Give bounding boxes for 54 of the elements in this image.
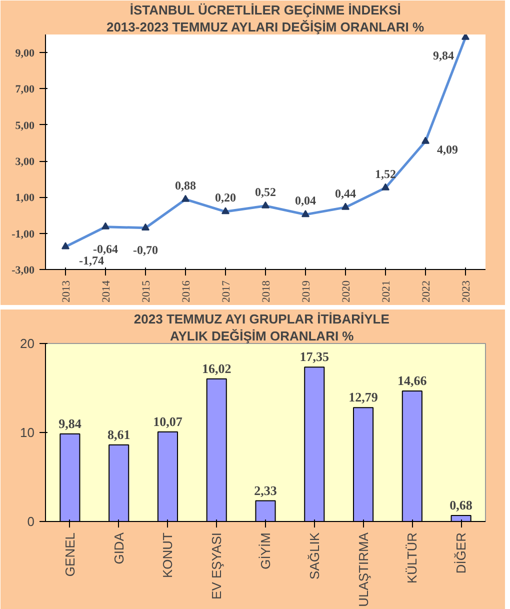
data-label: -0,64 — [93, 242, 118, 256]
x-tick-label: SAĞLIK — [306, 532, 322, 580]
data-label: 0,52 — [255, 184, 276, 199]
data-label: -0,70 — [133, 242, 158, 257]
y-tick-label: 1,00 — [15, 192, 35, 204]
y-tick-label: 3,00 — [15, 156, 35, 168]
x-tick-label: GENEL — [62, 532, 78, 577]
y-tick-label: 20 — [20, 336, 35, 351]
x-tick-label: 2018 — [260, 280, 272, 302]
x-tick-label: GIDA — [111, 532, 126, 564]
x-tick-label: GİYİM — [258, 532, 273, 570]
data-label: 0,20 — [215, 190, 236, 205]
x-tick-label: 2020 — [340, 280, 352, 302]
data-label: 10,07 — [153, 414, 183, 429]
chart-title: 2023 TEMMUZ AYI GRUPLAR İTİBARİYLE — [134, 312, 390, 326]
data-label: 2,33 — [254, 482, 278, 498]
x-tick-label: KÜLTÜR — [404, 532, 420, 584]
data-label: 9,84 — [433, 48, 454, 62]
x-tick-label: 2014 — [100, 280, 112, 302]
y-tick-label: 7,00 — [15, 84, 35, 96]
y-tick-label: 5,00 — [15, 120, 35, 132]
chart-title: İSTANBUL ÜCRETLİLER GEÇİNME İNDEKSİ — [130, 2, 401, 18]
y-tick-label: -1,00 — [12, 228, 35, 240]
x-tick-label: KONUT — [160, 532, 176, 578]
data-label: 16,02 — [202, 360, 232, 376]
x-tick-label: 2019 — [300, 280, 312, 302]
chart-subtitle: 2013-2023 TEMMUZ AYLARI DEĞİŞİM ORANLARI % — [106, 20, 424, 34]
data-label: 17,35 — [300, 349, 330, 364]
x-tick-label: 2015 — [140, 280, 152, 302]
x-tick-label: 2023 — [460, 280, 472, 302]
data-label: 4,09 — [437, 142, 458, 156]
x-tick-label: 2017 — [220, 280, 232, 302]
data-label: 0,68 — [450, 497, 473, 512]
x-tick-label: 2021 — [380, 280, 392, 302]
x-tick-label: ULAŞTIRMA — [356, 532, 371, 607]
x-tick-label: 2013 — [60, 280, 72, 302]
data-label: 1,52 — [375, 166, 396, 181]
data-label: 9,84 — [58, 416, 82, 431]
x-tick-label: 2016 — [180, 280, 192, 302]
data-label: 12,79 — [348, 390, 378, 405]
data-label: 0,88 — [175, 178, 196, 192]
y-tick-label: -3,00 — [12, 264, 35, 276]
x-tick-label: EV EŞYASI — [209, 532, 224, 600]
data-label: 8,61 — [107, 426, 130, 442]
y-tick-label: 9,00 — [15, 48, 35, 60]
x-tick-label: DİĞER — [454, 532, 469, 574]
x-tick-label: 2022 — [420, 280, 432, 302]
y-tick-label: 10 — [20, 425, 35, 440]
chart-subtitle: AYLIK DEĞİŞİM ORANLARI % — [170, 328, 354, 344]
data-label: 0,04 — [295, 194, 316, 208]
y-tick-label: 0 — [27, 514, 35, 529]
data-label: 0,44 — [335, 186, 356, 200]
data-label: -1,74 — [79, 254, 104, 268]
data-label: 14,66 — [398, 373, 428, 388]
